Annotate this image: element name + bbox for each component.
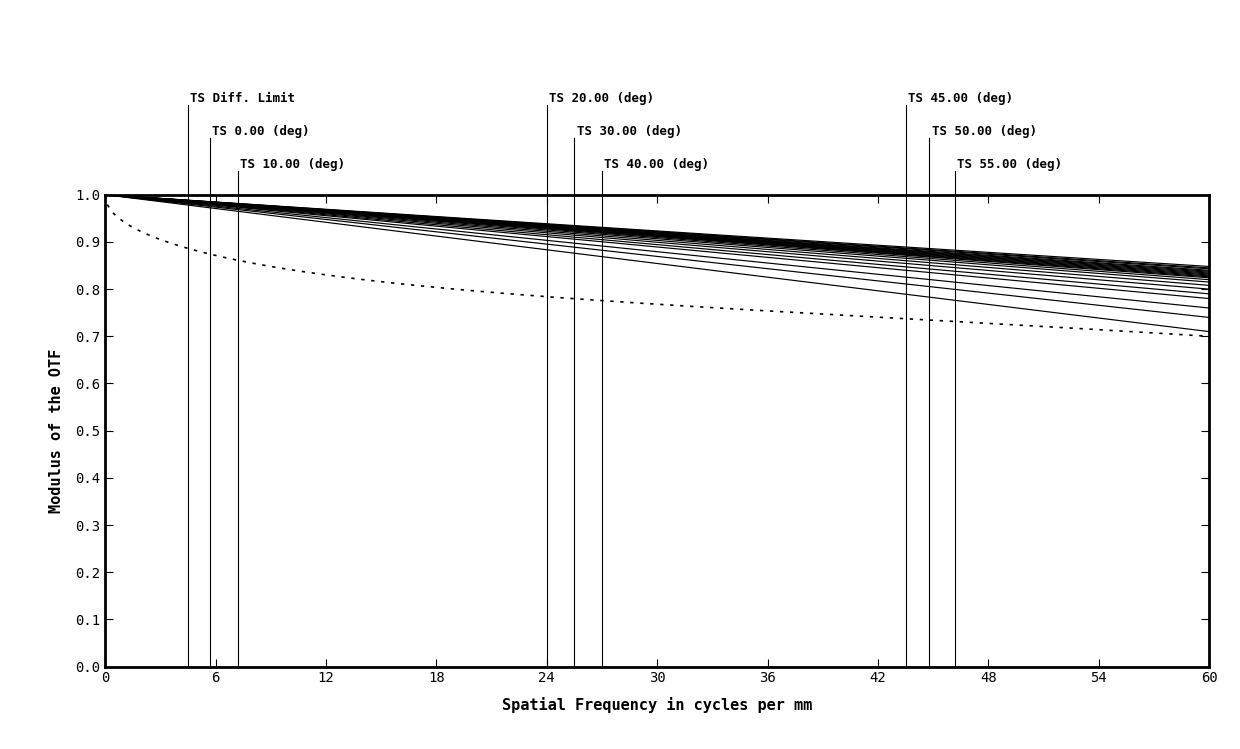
- Text: TS Diff. Limit: TS Diff. Limit: [191, 92, 295, 105]
- Text: TS 40.00 (deg): TS 40.00 (deg): [604, 158, 709, 172]
- Text: TS 55.00 (deg): TS 55.00 (deg): [957, 158, 1063, 172]
- Text: TS 30.00 (deg): TS 30.00 (deg): [577, 125, 682, 138]
- X-axis label: Spatial Frequency in cycles per mm: Spatial Frequency in cycles per mm: [502, 697, 812, 712]
- Text: TS 45.00 (deg): TS 45.00 (deg): [908, 92, 1013, 105]
- Text: TS 50.00 (deg): TS 50.00 (deg): [931, 125, 1037, 138]
- Text: TS 10.00 (deg): TS 10.00 (deg): [241, 158, 345, 172]
- Text: TS 0.00 (deg): TS 0.00 (deg): [212, 125, 310, 138]
- Text: TS 20.00 (deg): TS 20.00 (deg): [549, 92, 653, 105]
- Y-axis label: Modulus of the OTF: Modulus of the OTF: [50, 348, 64, 513]
